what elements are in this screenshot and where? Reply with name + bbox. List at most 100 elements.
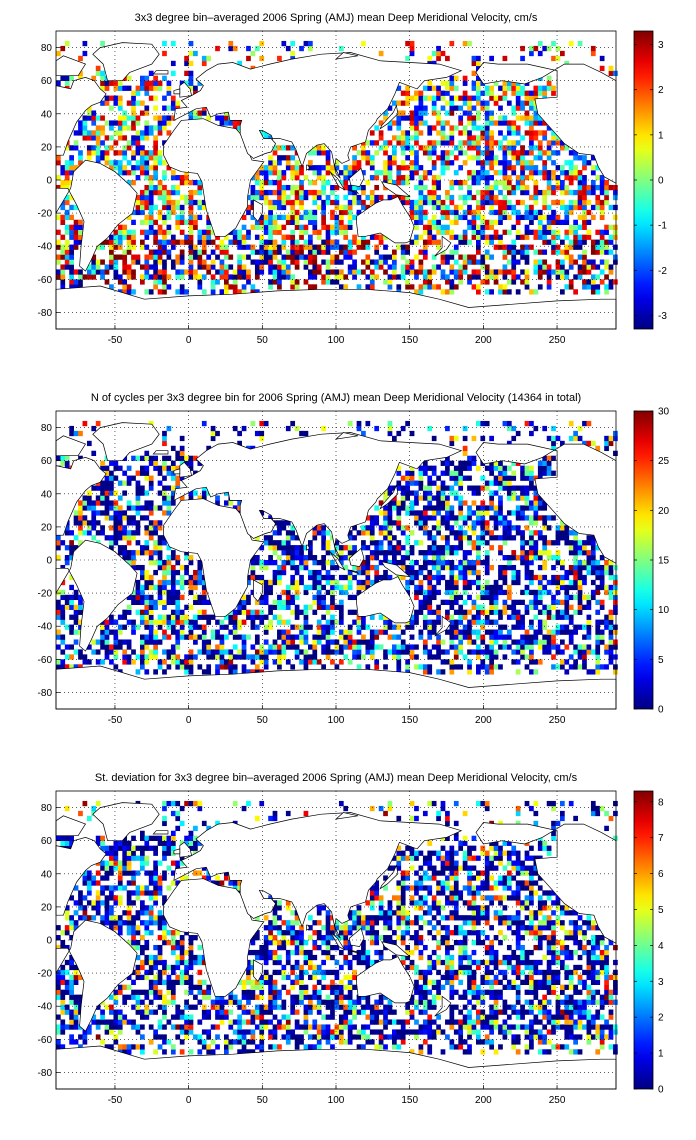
bin-cell: [555, 140, 561, 146]
bin-cell: [104, 644, 110, 650]
bin-cell: [64, 175, 70, 181]
bin-cell: [153, 170, 158, 176]
bin-cell: [352, 170, 357, 176]
bin-cell: [392, 495, 397, 501]
bin-cell: [436, 654, 441, 660]
bin-cell: [546, 634, 552, 640]
bin-cell: [321, 629, 326, 635]
bin-cell: [179, 289, 185, 295]
bin-cell: [484, 170, 490, 176]
bin-cell: [427, 624, 433, 630]
bin-cell: [453, 145, 459, 151]
bin-cell: [201, 614, 207, 620]
bin-cell: [418, 199, 424, 206]
bin-cell: [193, 244, 198, 250]
bin-cell: [480, 619, 486, 625]
bin-cell: [476, 485, 481, 491]
bin-cell: [162, 105, 167, 111]
bin-cell: [91, 510, 97, 516]
bin-cell: [86, 530, 92, 536]
bin-cell: [400, 269, 406, 275]
bin-cell: [537, 170, 543, 176]
bin-cell: [498, 160, 503, 166]
bin-cell: [458, 545, 464, 551]
bin-cell: [511, 609, 517, 615]
bin-cell: [153, 140, 158, 146]
bin-cell: [268, 224, 273, 230]
bin-cell: [259, 609, 265, 615]
bin-cell: [290, 550, 296, 556]
bin-cell: [166, 105, 172, 111]
bin-cell: [277, 614, 282, 620]
bin-cell: [524, 165, 530, 171]
bin-cell: [422, 525, 428, 531]
bin-cell: [263, 629, 269, 635]
bin-cell: [436, 140, 441, 146]
bin-cell: [281, 540, 287, 546]
bin-cell: [427, 85, 433, 91]
bin-cell: [268, 170, 273, 176]
bin-cell: [520, 639, 525, 645]
bin-cell: [595, 284, 601, 290]
bin-cell: [515, 644, 521, 650]
bin-cell: [175, 659, 181, 665]
bin-cell: [440, 224, 446, 230]
bin-cell: [153, 85, 158, 91]
bin-cell: [338, 614, 344, 620]
bin-cell: [365, 180, 371, 186]
bin-cell: [281, 520, 287, 526]
bin-cell: [91, 500, 97, 506]
bin-cell: [308, 624, 313, 630]
bin-cell: [515, 90, 521, 96]
bin-cell: [551, 160, 556, 166]
bin-cell: [86, 110, 92, 116]
bin-cell: [546, 204, 552, 211]
bin-cell: [179, 175, 185, 181]
bin-cell: [387, 105, 393, 111]
bin-cell: [334, 239, 340, 245]
bin-cell: [484, 649, 490, 655]
bin-cell: [529, 125, 534, 131]
bin-cell: [573, 644, 578, 650]
bin-cell: [232, 229, 238, 235]
bin-cell: [330, 239, 335, 245]
bin-cell: [586, 264, 592, 270]
bin-cell: [392, 500, 397, 506]
bin-cell: [175, 644, 181, 650]
bin-cell: [582, 604, 587, 610]
bin-cell: [422, 470, 428, 476]
bin-cell: [427, 599, 433, 605]
bin-cell: [356, 624, 362, 630]
bin-cell: [361, 654, 366, 660]
bin-cell: [193, 110, 198, 116]
bin-cell: [281, 224, 287, 230]
bin-cell: [418, 485, 424, 491]
bin-cell: [277, 160, 282, 166]
bin-cell: [369, 629, 375, 635]
bin-cell: [613, 624, 618, 630]
bin-cell: [334, 269, 340, 275]
bin-cell: [224, 284, 229, 290]
bin-cell: [524, 95, 530, 101]
bin-cell: [546, 155, 552, 161]
bin-cell: [131, 140, 136, 146]
bin-cell: [458, 629, 464, 635]
x-tick-label: 0: [186, 335, 192, 346]
bin-cell: [502, 95, 508, 101]
bin-cell: [511, 150, 517, 156]
bin-cell: [73, 515, 79, 521]
bin-cell: [613, 594, 618, 601]
bin-cell: [109, 505, 114, 511]
bin-cell: [224, 269, 229, 275]
bin-cell: [387, 520, 393, 526]
bin-cell: [162, 604, 167, 610]
bin-cell: [449, 125, 455, 131]
bin-cell: [131, 125, 136, 131]
bin-cell: [237, 649, 242, 655]
bin-cell: [462, 555, 468, 561]
bin-cell: [586, 614, 592, 620]
bin-cell: [449, 80, 455, 86]
bin-cell: [405, 199, 410, 206]
bin-cell: [546, 75, 552, 81]
bin-cell: [374, 550, 380, 556]
